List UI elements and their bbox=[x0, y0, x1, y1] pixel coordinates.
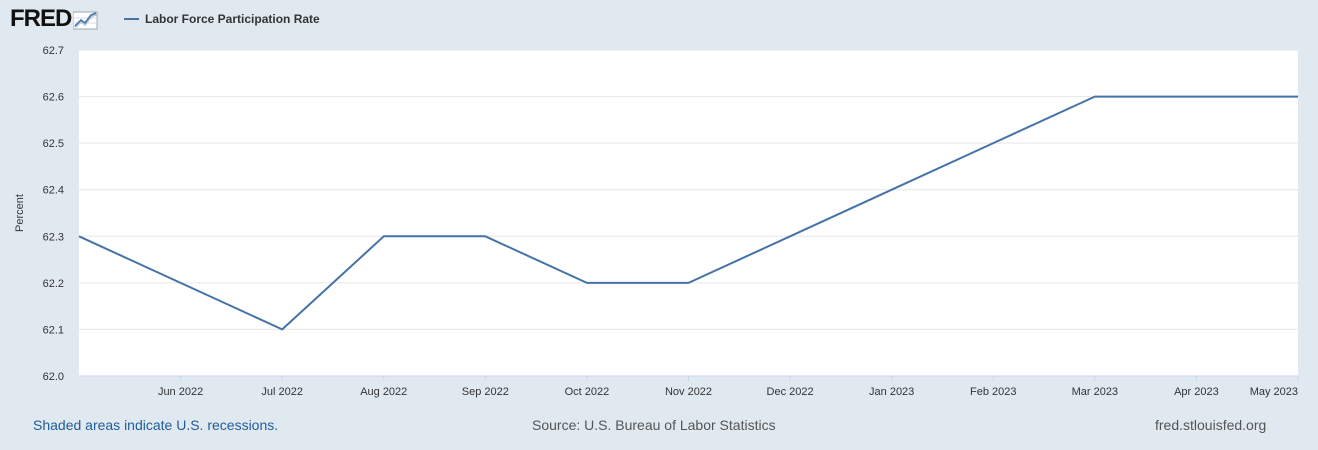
x-tick-label: Oct 2022 bbox=[565, 386, 610, 398]
y-tick-label: 62.5 bbox=[43, 138, 64, 150]
x-tick-label: May 2023 bbox=[1250, 386, 1298, 398]
graph-logo-icon bbox=[73, 11, 98, 29]
y-tick-label: 62.0 bbox=[43, 371, 64, 383]
x-tick-label: Jun 2022 bbox=[158, 386, 203, 398]
series-line[interactable] bbox=[78, 95, 1298, 331]
x-tick-label: Feb 2023 bbox=[970, 386, 1016, 398]
x-tick-label: Jan 2023 bbox=[869, 386, 914, 398]
legend-swatch bbox=[124, 18, 139, 20]
y-tick-label: 62.6 bbox=[43, 92, 64, 104]
x-tick-label: Sep 2022 bbox=[462, 386, 509, 398]
legend: Labor Force Participation Rate bbox=[124, 12, 320, 26]
recessions-note: Shaded areas indicate U.S. recessions. bbox=[33, 417, 279, 433]
y-axis-label: Percent bbox=[14, 194, 26, 232]
source-note: Source: U.S. Bureau of Labor Statistics bbox=[532, 417, 776, 433]
y-tick-label: 62.1 bbox=[43, 324, 64, 336]
fred-logo-text: FRED bbox=[10, 5, 72, 32]
x-tick-label: Dec 2022 bbox=[767, 386, 814, 398]
y-tick-label: 62.2 bbox=[43, 278, 64, 290]
y-tick-label: 62.3 bbox=[43, 231, 64, 243]
y-axis-ticks: 62.0 62.1 62.2 62.3 62.4 62.5 62.6 62.7 bbox=[43, 45, 64, 383]
plot-area bbox=[79, 50, 1298, 376]
fred-logo[interactable]: FRED bbox=[10, 7, 99, 31]
y-tick-label: 62.7 bbox=[43, 45, 64, 57]
x-tick-label: Nov 2022 bbox=[665, 386, 712, 398]
x-axis-ticks: Jun 2022 Jul 2022 Aug 2022 Sep 2022 Oct 2022… bbox=[158, 376, 1299, 398]
site-link[interactable]: fred.stlouisfed.org bbox=[1155, 417, 1267, 433]
x-tick-label: Mar 2023 bbox=[1072, 386, 1118, 398]
y-tick-label: 62.4 bbox=[43, 185, 64, 197]
series-layer bbox=[78, 95, 1298, 331]
grid-lines bbox=[79, 49, 1298, 377]
x-tick-label: Jul 2022 bbox=[261, 386, 303, 398]
header: FRED Labor Force Participation Rate bbox=[0, 0, 1318, 40]
x-tick-label: Apr 2023 bbox=[1174, 386, 1219, 398]
legend-label: Labor Force Participation Rate bbox=[145, 12, 320, 26]
x-tick-label: Aug 2022 bbox=[360, 386, 407, 398]
